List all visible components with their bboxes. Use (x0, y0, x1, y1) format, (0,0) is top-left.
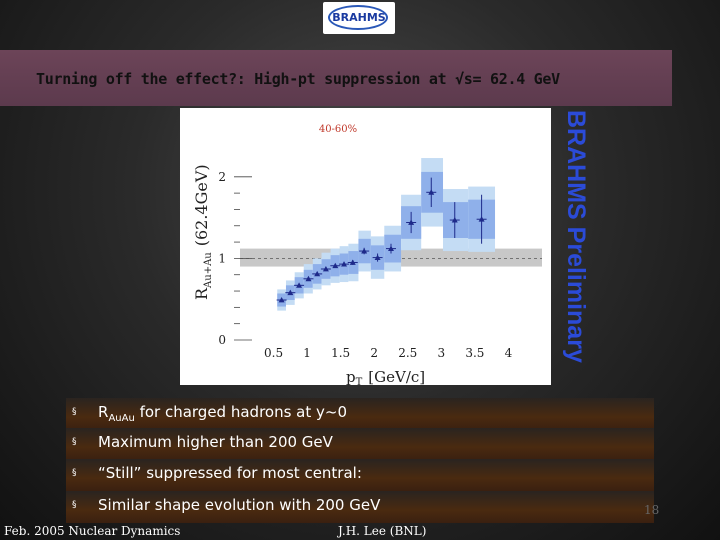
bullet-maximum: Maximum higher than 200 GeV (98, 433, 333, 451)
data-point (408, 219, 415, 225)
data-point (428, 189, 435, 195)
bullet-similar-shape: Similar shape evolution with 200 GeV (98, 496, 381, 514)
y-axis-title: RAu+Au(62.4GeV) (192, 164, 214, 300)
data-point (451, 217, 458, 223)
bullet-raa-pre: R (98, 403, 109, 421)
bullet-marker: § (72, 437, 77, 447)
y-tick-label: 2 (218, 170, 226, 184)
bullet-bar-4 (66, 491, 654, 523)
x-tick-label: 0.5 (264, 346, 283, 360)
x-tick-label: 2 (370, 346, 378, 360)
bullet-bar-2 (66, 428, 654, 460)
logo-ring (328, 5, 388, 30)
x-tick-label: 1 (303, 346, 311, 360)
footer-author: J.H. Lee (BNL) (338, 524, 427, 538)
centrality-annotation: 40-60% (319, 124, 357, 135)
x-tick-label: 1.5 (331, 346, 350, 360)
bullet-marker: § (72, 500, 77, 510)
data-point (341, 261, 348, 267)
data-point (374, 254, 381, 260)
data-point (278, 297, 285, 303)
title-bar (0, 50, 672, 106)
data-point (322, 266, 329, 272)
preliminary-label: BRAHMS Preliminary (562, 110, 590, 363)
data-point (287, 289, 294, 296)
data-point (314, 270, 321, 277)
bullet-bar-3 (66, 459, 654, 491)
y-tick-label: 1 (218, 251, 226, 265)
bullet-still-suppressed: “Still” suppressed for most central: (98, 464, 362, 482)
bullet-marker: § (72, 407, 77, 417)
x-tick-label: 4 (505, 346, 513, 360)
data-point (332, 262, 339, 269)
bullet-raa-sub: AuAu (108, 413, 135, 424)
data-point (361, 248, 368, 254)
x-tick-label: 3.5 (465, 346, 484, 360)
data-point (296, 282, 303, 288)
bullet-raa: RAuAu for charged hadrons at y~0 (98, 403, 347, 424)
data-point (478, 216, 485, 222)
logo-text: BRAHMS (332, 11, 386, 24)
data-point (349, 259, 356, 265)
x-axis-title: pT [GeV/c] (346, 368, 425, 385)
x-tick-label: 3 (438, 346, 446, 360)
preliminary-text: BRAHMS Preliminary (562, 110, 590, 363)
brahms-logo: BRAHMS (323, 2, 395, 34)
slide-title: Turning off the effect?: High-pt suppres… (36, 70, 560, 88)
bullet-marker: § (72, 468, 77, 478)
bullet-raa-post: for charged hadrons at y~0 (134, 403, 348, 421)
x-tick-label: 2.5 (398, 346, 417, 360)
bullet-bar-1 (66, 398, 654, 430)
footer-conference: Feb. 2005 Nuclear Dynamics (4, 524, 181, 538)
data-point (388, 245, 394, 252)
raa-chart: 0 1 2 0.5 1 1.5 2 2.5 3 3.5 4 40-60% RAu+Au(62.4GeV)… (180, 108, 551, 385)
page-number: 18 (644, 503, 660, 517)
y-tick-label: 0 (218, 333, 226, 347)
data-point (305, 275, 312, 282)
